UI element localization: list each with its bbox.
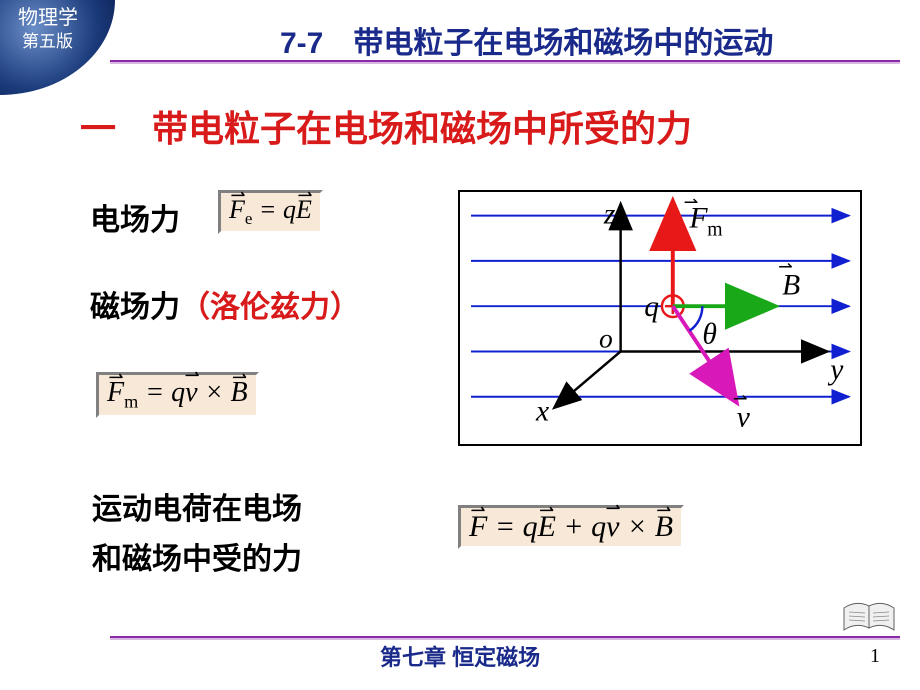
axis-z-label: z: [603, 199, 616, 231]
combined-line2: 和磁场中受的力: [92, 535, 302, 585]
footer-line: [110, 636, 900, 638]
corner-text: 物理学 第五版: [18, 6, 78, 52]
label-combined-force: 运动电荷在电场 和磁场中受的力: [92, 485, 302, 584]
theta-label: θ: [702, 319, 717, 351]
vector-diagram: z y x o q θ F ⇀ m B ⇀ v ⇀: [458, 190, 862, 446]
combined-line1: 运动电荷在电场: [92, 485, 302, 535]
origin-label: o: [599, 323, 613, 354]
section-title: 一 带电粒子在电场和磁场中所受的力: [80, 100, 692, 152]
svg-text:m: m: [707, 218, 722, 240]
formula-total-force: F⇀ = qE⇀ + qv⇀ × B⇀: [458, 505, 684, 549]
book-icon: [842, 600, 896, 638]
book-title: 物理学: [18, 7, 78, 29]
svg-text:⇀: ⇀: [733, 389, 748, 409]
axis-x-label: x: [535, 395, 549, 427]
formula-magnetic-force: F⇀m = qv⇀ × B⇀: [96, 372, 259, 418]
header-underline: [110, 60, 900, 62]
diagram-svg: z y x o q θ F ⇀ m B ⇀ v ⇀: [460, 192, 860, 444]
label-magnetic-text: 磁场力: [90, 291, 180, 324]
label-magnetic-field: 磁场力（洛伦兹力）: [90, 282, 360, 326]
footer-text: 第七章 恒定磁场: [380, 640, 540, 672]
formula-electric-force: F⇀e = qE⇀: [218, 190, 323, 234]
book-edition: 第五版: [22, 32, 78, 52]
svg-text:⇀: ⇀: [778, 257, 793, 277]
label-lorentz: （洛伦兹力）: [180, 291, 360, 324]
header-title: 7-7 带电粒子在电场和磁场中的运动: [280, 18, 773, 62]
axis-y-label: y: [827, 354, 844, 386]
label-electric-field: 电场力: [90, 195, 180, 239]
svg-text:⇀: ⇀: [684, 192, 699, 212]
page-number: 1: [870, 645, 880, 668]
charge-label: q: [644, 291, 659, 323]
